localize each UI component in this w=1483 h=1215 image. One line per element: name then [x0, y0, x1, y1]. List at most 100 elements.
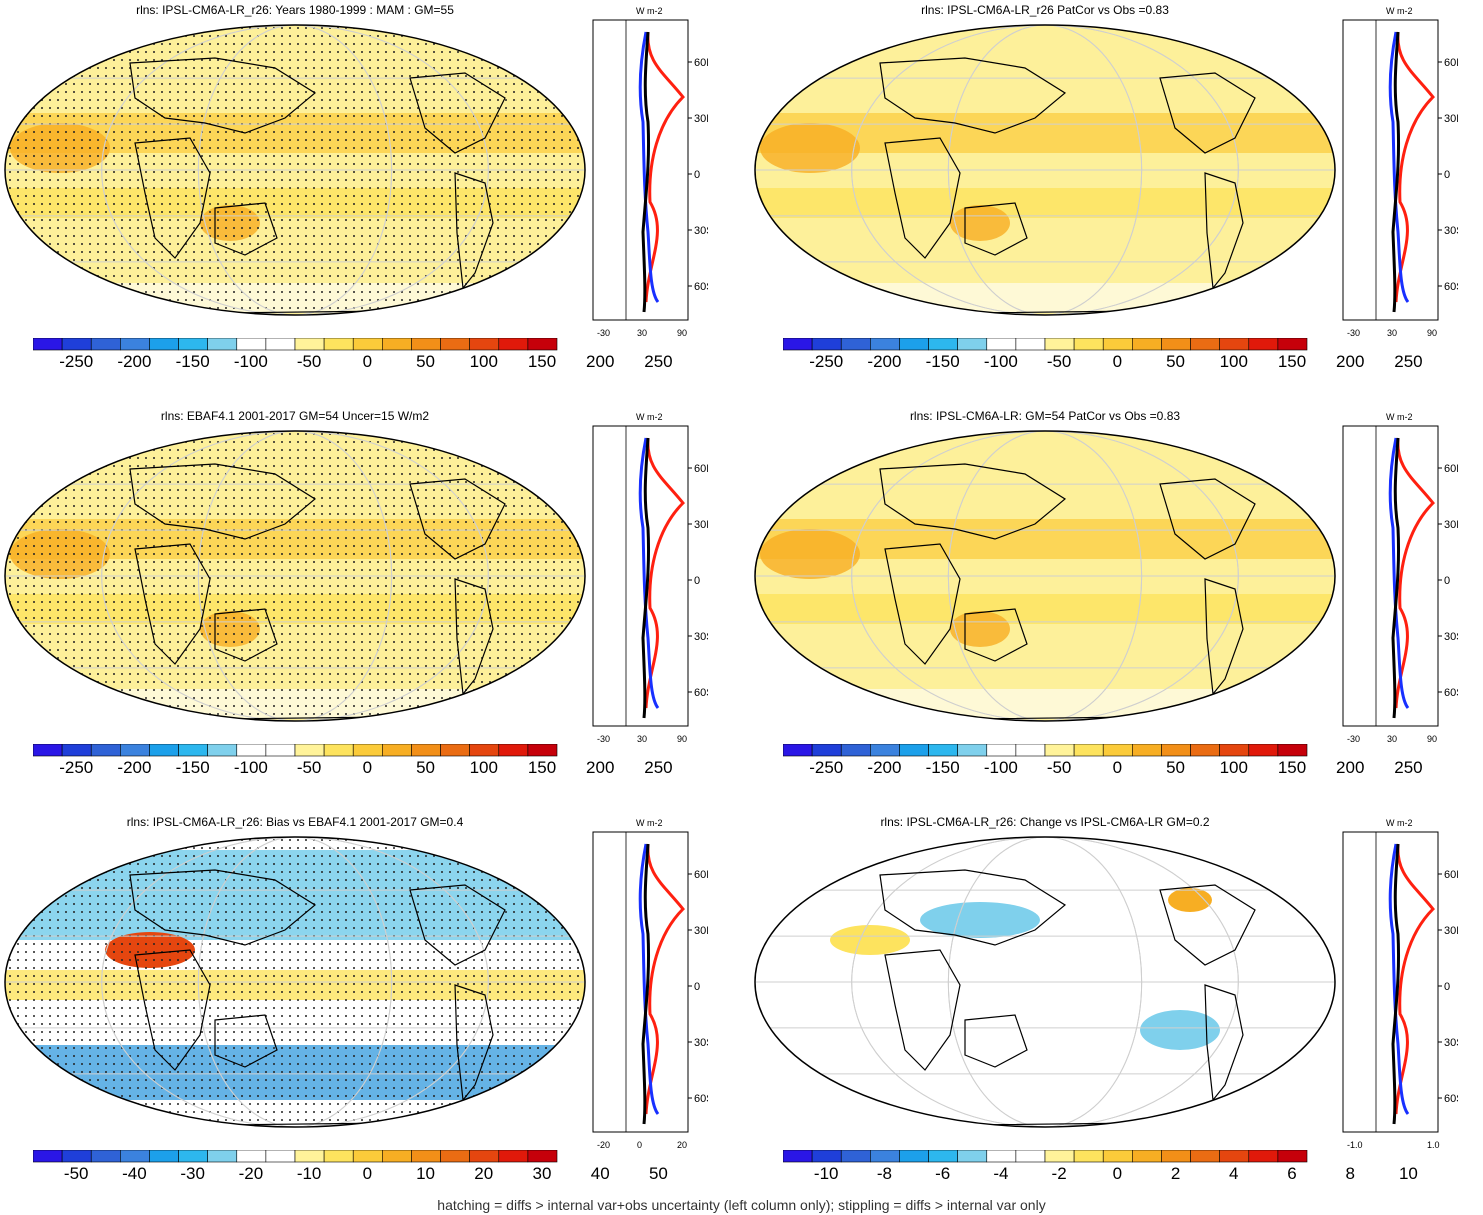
colorbar-swatch	[440, 1150, 470, 1163]
profile-unit: W m-2	[636, 412, 663, 422]
zonal-profile: W m-2 60N 30N 0 30S 60S -30 30 90	[1342, 6, 1458, 338]
colorbar-label: -20	[238, 1164, 264, 1183]
colorbar-swatch	[783, 338, 813, 351]
colorbar-swatch	[1044, 744, 1075, 757]
zonal-profile: W m-2 60N 30N 0 30S 60S -30 30 90	[592, 412, 708, 744]
colorbar-swatch	[352, 338, 383, 351]
colorbar-swatch	[527, 338, 558, 351]
profile-xtick-label: 90	[1427, 734, 1437, 744]
profile-frame	[1342, 19, 1439, 321]
colorbar-label: -150	[175, 758, 210, 777]
colorbar-swatch	[1190, 338, 1220, 351]
colorbar-swatch	[957, 338, 988, 351]
profile-xtick-label: 90	[677, 734, 687, 744]
colorbar-swatch	[149, 1150, 179, 1163]
colorbar-swatch	[870, 338, 900, 351]
colorbar-label: 200	[586, 352, 615, 371]
coastline	[884, 137, 961, 259]
coastline	[924, 716, 1186, 721]
graticule-lon	[101, 25, 489, 315]
profile-frame	[592, 831, 689, 1133]
profile-curve	[1388, 31, 1410, 303]
panel-title: rlns: IPSL-CM6A-LR_r26 PatCor vs Obs =0.…	[921, 3, 1169, 17]
colorbar-swatch	[236, 1150, 267, 1163]
profile-curve	[638, 843, 660, 1115]
colorbar-swatch	[440, 338, 470, 351]
colorbar-swatch	[527, 744, 558, 757]
profile-curve	[641, 31, 651, 313]
colorbar-label: 100	[469, 758, 498, 777]
colorbar-label: 250	[1394, 352, 1423, 371]
colorbar-swatch	[811, 338, 842, 351]
coastline	[884, 543, 961, 665]
colorbar-swatch	[1044, 338, 1075, 351]
profile-curve	[638, 31, 660, 303]
colorbar-label: 200	[1336, 758, 1365, 777]
panel-title: rlns: IPSL-CM6A-LR: GM=54 PatCor vs Obs …	[909, 409, 1181, 423]
colorbar-swatch	[294, 744, 325, 757]
colorbar-label: 6	[1287, 1164, 1297, 1183]
coastline	[924, 1122, 1186, 1127]
colorbar-swatch	[1073, 1150, 1104, 1163]
graticule-lon	[197, 431, 393, 721]
colorbar-label: 200	[586, 758, 615, 777]
panel-ensemble: rlns: IPSL-CM6A-LR: GM=54 PatCor vs Obs …	[750, 406, 1483, 796]
colorbar-label: 250	[644, 352, 673, 371]
coastline	[409, 478, 506, 560]
profile-curve	[1391, 31, 1401, 313]
profile-ytick-label: 60S	[1444, 281, 1458, 293]
coastline	[129, 463, 317, 540]
colorbar-swatch	[207, 338, 238, 351]
colorbar-label: -10	[813, 1164, 839, 1183]
coastline	[174, 1122, 436, 1127]
colorbar-swatch	[1190, 1150, 1220, 1163]
colorbar-swatch	[120, 744, 150, 757]
profile-unit: W m-2	[1386, 6, 1413, 16]
colorbar-swatch	[957, 1150, 988, 1163]
profile-curve	[1391, 843, 1401, 1125]
coastline	[1204, 578, 1244, 696]
colorbar-label: -50	[1046, 352, 1072, 371]
colorbar-swatch	[33, 338, 63, 351]
colorbar-swatch	[986, 744, 1017, 757]
map-hotspot	[760, 529, 860, 579]
map-border	[4, 24, 586, 316]
colorbar-swatch	[1248, 1150, 1279, 1163]
colorbar-swatch	[1219, 744, 1250, 757]
colorbar-label: 30	[532, 1164, 552, 1183]
coastline	[214, 202, 278, 256]
colorbar-swatch	[265, 338, 296, 351]
colorbar-swatch	[323, 338, 354, 351]
colorbar-label: 8	[1345, 1164, 1355, 1183]
profile-curve	[1388, 843, 1410, 1115]
profile-xtick-label: -1.0	[1347, 1140, 1363, 1150]
map-border	[754, 836, 1336, 1128]
profile-curve	[1394, 31, 1436, 303]
colorbar-swatch	[294, 338, 325, 351]
profile-unit: W m-2	[636, 6, 663, 16]
colorbar-label: -100	[983, 758, 1018, 777]
profile-xtick-label: -30	[597, 328, 610, 338]
coastline	[454, 172, 494, 290]
profile-ytick-label: 0	[694, 981, 700, 993]
colorbar-label: -150	[925, 758, 960, 777]
profile-xtick-label: -30	[1347, 328, 1360, 338]
colorbar-label: 0	[362, 352, 373, 371]
profile-ytick-label: 30S	[694, 1037, 708, 1049]
coastline	[924, 310, 1186, 315]
colorbar-swatch	[811, 744, 842, 757]
profile-xtick-label: -30	[597, 734, 610, 744]
colorbar-label: 0	[362, 1164, 373, 1183]
profile-unit: W m-2	[1386, 412, 1413, 422]
profile-ytick-label: 60N	[694, 463, 708, 475]
colorbar-label: 0	[362, 758, 373, 777]
colorbar-label: -6	[935, 1164, 951, 1183]
map-band	[755, 283, 1335, 313]
colorbar-label: 20	[474, 1164, 494, 1183]
colorbar-swatch	[265, 1150, 296, 1163]
profile-ytick-label: 60S	[1444, 1093, 1458, 1105]
profile-ytick-label: 0	[1444, 981, 1450, 993]
profile-xtick-label: 90	[677, 328, 687, 338]
graticule-lon	[851, 25, 1239, 315]
panel-title: rlns: EBAF4.1 2001-2017 GM=54 Uncer=15 W…	[160, 409, 430, 423]
